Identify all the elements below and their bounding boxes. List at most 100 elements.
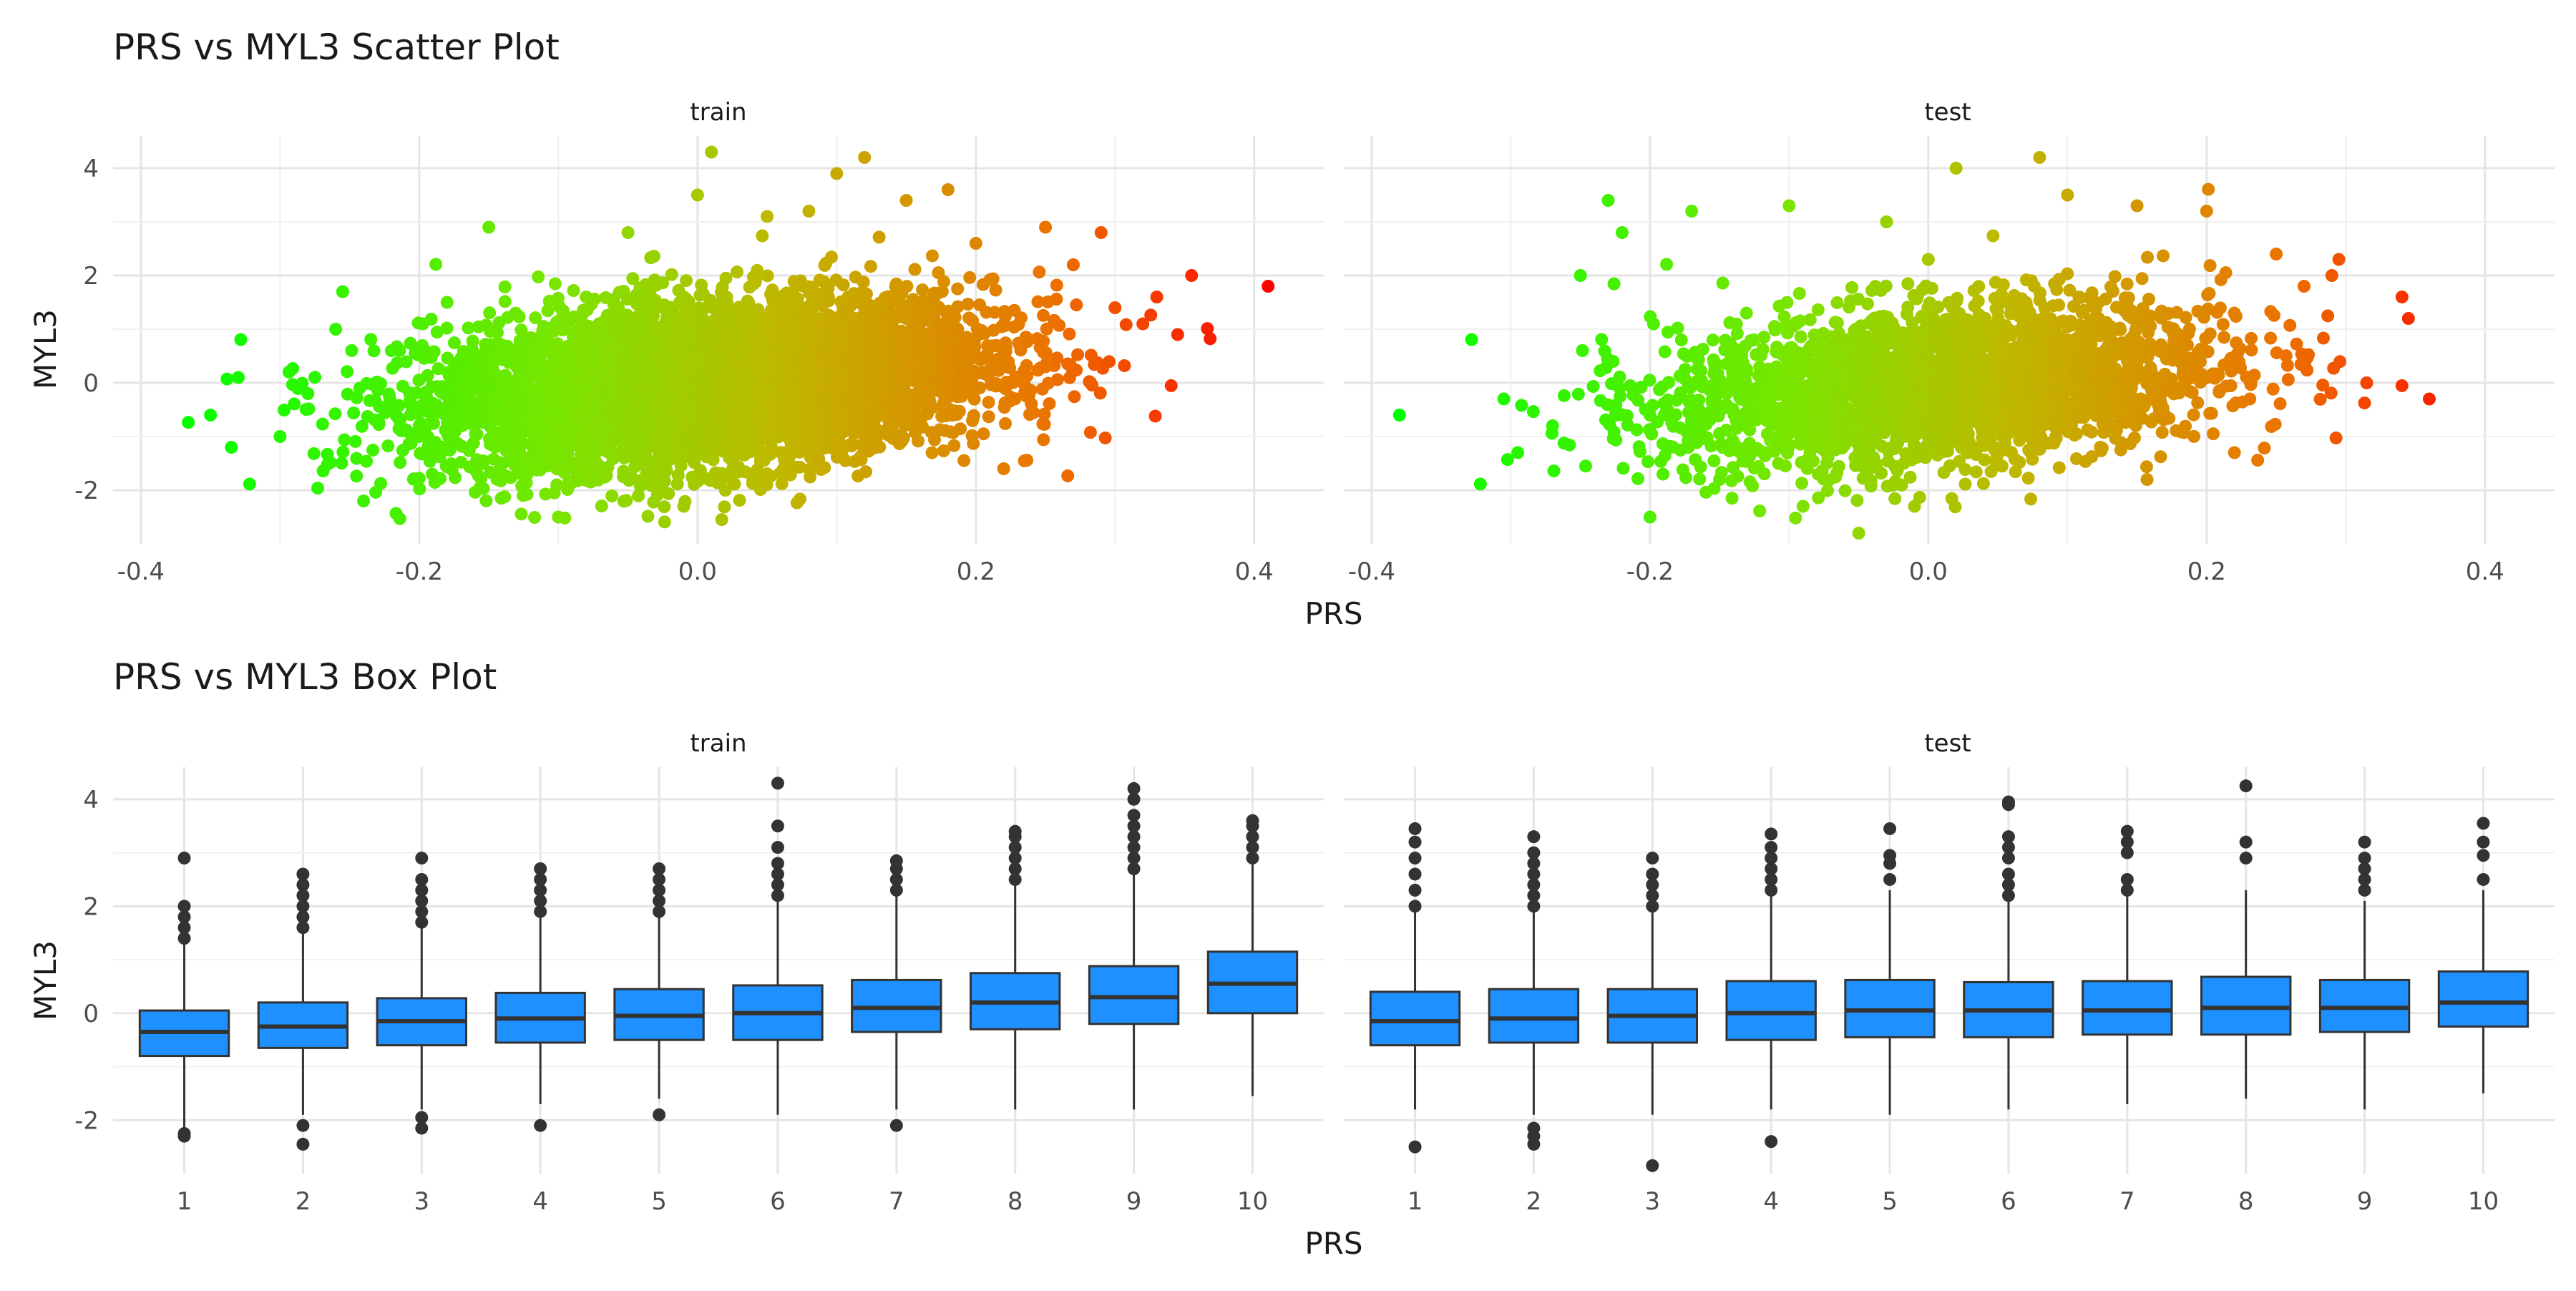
scatter-point bbox=[366, 444, 379, 457]
scatter-point bbox=[235, 333, 248, 346]
scatter-point bbox=[300, 403, 313, 416]
scatter-point bbox=[947, 439, 960, 452]
scatter-point bbox=[797, 306, 810, 319]
scatter-point bbox=[998, 401, 1011, 414]
scatter-point bbox=[497, 408, 510, 421]
scatter-point bbox=[371, 376, 384, 389]
scatter-point bbox=[854, 453, 867, 466]
scatter-point bbox=[1050, 278, 1063, 291]
scatter-point bbox=[1149, 409, 1162, 422]
scatter-point bbox=[660, 425, 673, 438]
scatter-point bbox=[610, 323, 623, 336]
scatter-point bbox=[758, 454, 771, 467]
scatter-point bbox=[650, 278, 663, 291]
scatter-point bbox=[1000, 358, 1013, 371]
scatter-point bbox=[845, 437, 858, 450]
scatter-x-tick-label: -0.4 bbox=[117, 557, 165, 586]
scatter-point bbox=[1118, 359, 1131, 372]
scatter-point bbox=[977, 366, 990, 379]
scatter-point bbox=[653, 463, 666, 476]
scatter-point bbox=[954, 422, 967, 435]
scatter-point bbox=[688, 456, 701, 469]
scatter-point bbox=[660, 311, 673, 323]
scatter-point bbox=[966, 314, 979, 327]
scatter-point bbox=[474, 472, 487, 484]
scatter-point bbox=[592, 458, 605, 471]
scatter-point bbox=[571, 469, 584, 482]
scatter-point bbox=[220, 373, 233, 386]
scatter-point bbox=[570, 366, 582, 379]
scatter-point bbox=[1096, 362, 1109, 375]
scatter-point bbox=[966, 414, 979, 427]
scatter-point bbox=[328, 407, 341, 420]
scatter-point bbox=[658, 298, 670, 311]
scatter-point bbox=[665, 268, 678, 281]
scatter-point bbox=[565, 396, 578, 409]
scatter-point bbox=[1023, 408, 1036, 421]
scatter-point bbox=[790, 437, 803, 450]
scatter-point bbox=[483, 306, 496, 319]
scatter-point bbox=[928, 434, 941, 447]
scatter-point bbox=[493, 456, 506, 469]
scatter-point bbox=[532, 271, 545, 283]
scatter-point bbox=[932, 266, 945, 279]
scatter-point bbox=[341, 365, 353, 378]
scatter-point bbox=[501, 311, 514, 324]
scatter-point bbox=[865, 403, 878, 416]
scatter-point bbox=[1012, 318, 1025, 331]
scatter-point bbox=[369, 414, 381, 427]
scatter-point bbox=[364, 333, 377, 346]
scatter-point bbox=[373, 400, 386, 413]
scatter-point bbox=[950, 326, 962, 338]
scatter-point bbox=[977, 278, 990, 291]
scatter-point bbox=[494, 474, 507, 487]
scatter-point bbox=[937, 381, 950, 394]
scatter-point bbox=[957, 454, 970, 467]
scatter-point bbox=[977, 427, 990, 440]
scatter-point bbox=[841, 306, 854, 319]
scatter-point bbox=[937, 397, 950, 410]
scatter-point bbox=[780, 286, 793, 299]
scatter-point bbox=[816, 422, 829, 434]
scatter-point bbox=[499, 295, 512, 308]
scatter-point bbox=[716, 513, 728, 526]
scatter-point bbox=[849, 395, 862, 408]
scatter-point bbox=[837, 278, 850, 291]
scatter-point bbox=[987, 324, 1000, 337]
scatter-point bbox=[722, 339, 735, 352]
scatter-point bbox=[864, 260, 877, 273]
scatter-point bbox=[963, 271, 976, 284]
scatter-point bbox=[412, 316, 425, 329]
scatter-point bbox=[308, 371, 321, 384]
scatter-x-tick-label: 0.2 bbox=[957, 557, 995, 586]
scatter-point bbox=[1038, 408, 1051, 421]
scatter-point bbox=[939, 424, 952, 437]
scatter-point bbox=[1048, 314, 1060, 327]
scatter-point bbox=[626, 272, 639, 285]
scatter-point bbox=[857, 276, 870, 288]
scatter-point bbox=[942, 305, 955, 318]
scatter-point bbox=[606, 338, 619, 351]
scatter-point bbox=[819, 343, 831, 356]
scatter-point bbox=[416, 339, 429, 352]
scatter-point bbox=[489, 396, 502, 409]
scatter-point bbox=[1000, 345, 1013, 358]
scatter-point bbox=[1042, 377, 1055, 390]
scatter-y-tick-label: 2 bbox=[83, 262, 99, 291]
scatter-point bbox=[900, 375, 913, 388]
scatter-point bbox=[311, 482, 324, 495]
scatter-point bbox=[671, 477, 684, 490]
scatter-point bbox=[529, 311, 542, 324]
scatter-point bbox=[1061, 358, 1074, 371]
scatter-point bbox=[731, 265, 743, 278]
scatter-point bbox=[967, 437, 980, 450]
scatter-point bbox=[747, 278, 760, 291]
scatter-point bbox=[740, 395, 753, 408]
scatter-x-tick-label: 0.0 bbox=[678, 557, 717, 586]
scatter-point bbox=[431, 326, 444, 338]
scatter-point bbox=[308, 447, 321, 460]
scatter-point bbox=[449, 369, 462, 382]
scatter-point bbox=[695, 278, 708, 291]
scatter-point bbox=[519, 488, 532, 501]
scatter-point bbox=[335, 457, 348, 469]
